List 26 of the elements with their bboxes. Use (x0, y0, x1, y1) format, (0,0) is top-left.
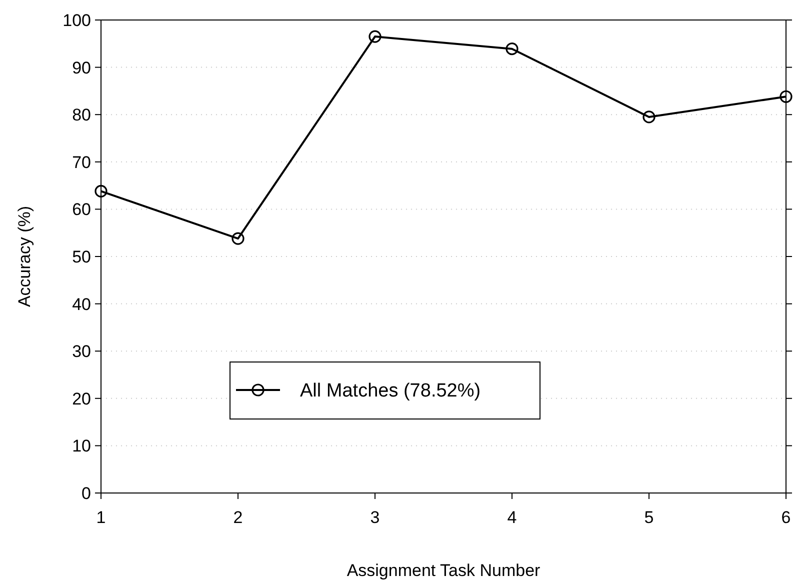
y-axis-title: Accuracy (%) (15, 206, 34, 308)
y-tick-label: 80 (72, 106, 91, 125)
y-tick-label: 20 (72, 389, 91, 408)
x-axis-title: Assignment Task Number (346, 561, 541, 580)
x-tick-label: 2 (233, 508, 243, 527)
y-tick-label: 90 (72, 58, 91, 78)
point (368, 30, 382, 43)
x-tick-label: 3 (370, 508, 380, 527)
x-tick-label: 1 (96, 508, 106, 527)
x-tick-label: 4 (507, 508, 517, 527)
y-tick-label: 50 (72, 247, 91, 266)
y-tick-label: 10 (72, 436, 91, 456)
point (506, 42, 518, 56)
x-tick-label: 6 (781, 508, 791, 527)
y-tick-label: 100 (62, 10, 91, 30)
y-tick-label: 40 (72, 294, 91, 314)
y-tick-label: 60 (72, 200, 91, 220)
point (94, 184, 108, 198)
y-tick-label: 70 (72, 152, 91, 172)
legend-label: All Matches (78.52%) (300, 380, 481, 402)
point (232, 232, 244, 245)
point (780, 90, 792, 103)
point (642, 110, 656, 124)
x-tick-label: 5 (644, 508, 654, 527)
y-tick-label: 30 (72, 342, 91, 362)
y-tick-label: 0 (82, 484, 91, 503)
